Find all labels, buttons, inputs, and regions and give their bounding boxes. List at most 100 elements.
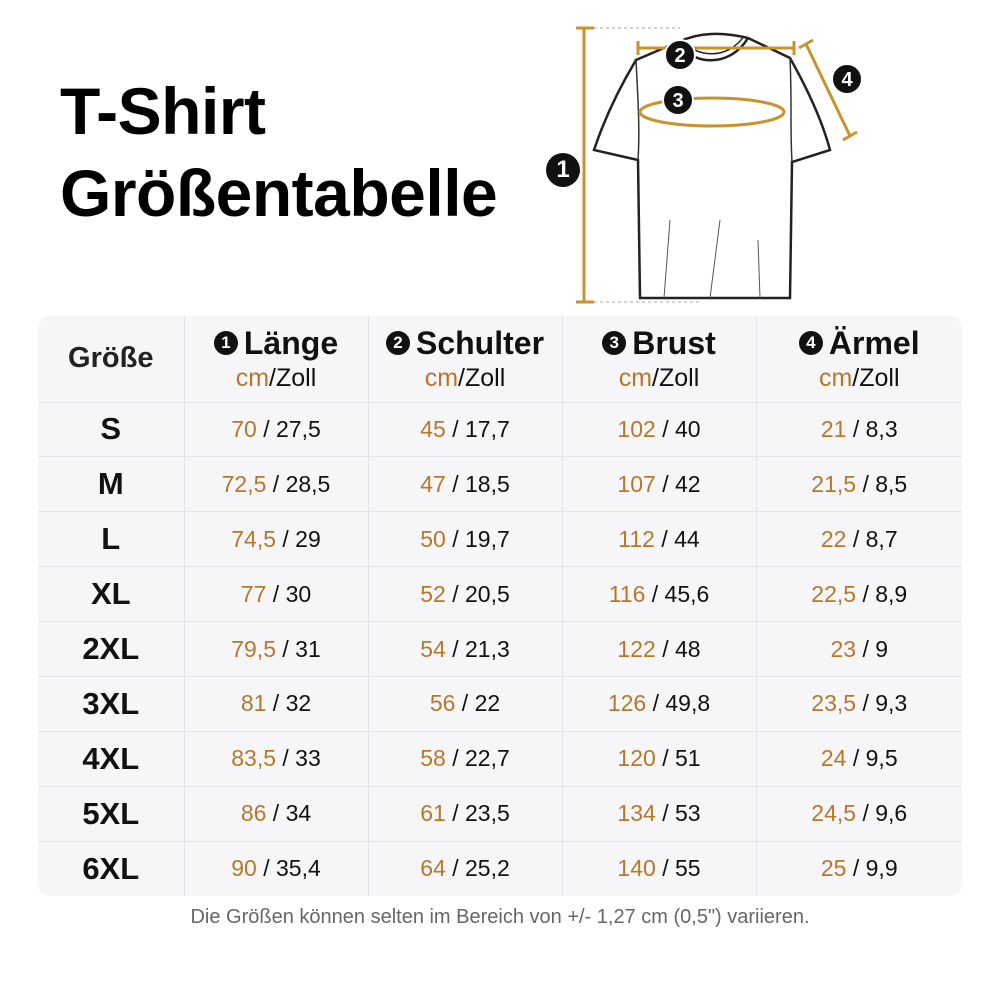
value-cm: 23	[830, 635, 857, 662]
value-zoll: 23,5	[465, 800, 510, 827]
value-zoll: 8,9	[875, 580, 908, 607]
value-zoll: 22,7	[465, 745, 510, 772]
value-cm: 126	[607, 690, 647, 717]
value-separator: /	[652, 690, 659, 717]
value-separator: /	[452, 525, 459, 552]
sleeve-number-icon: 4	[798, 331, 823, 356]
value-cm: 52	[420, 580, 446, 607]
value-cm: 112	[618, 525, 655, 552]
value-cm: 116	[608, 580, 646, 607]
measure-cell: 70 / 27,5	[183, 401, 369, 458]
value-separator: /	[852, 855, 860, 882]
value-zoll: 8,3	[865, 415, 898, 442]
header-length: 1 Länge cm/Zoll	[183, 316, 369, 403]
measure-cell: 45 / 17,7	[367, 401, 563, 458]
measure-cell: 64 / 25,2	[367, 840, 563, 896]
value-cm: 70	[231, 415, 257, 442]
marker-2-icon: 2	[664, 39, 696, 71]
value-zoll: 19,7	[465, 525, 510, 552]
value-cm: 25	[820, 855, 847, 882]
value-zoll: 18,5	[465, 470, 510, 497]
measure-cell: 116 / 45,6	[561, 566, 757, 623]
value-separator: /	[662, 745, 669, 772]
value-zoll: 35,4	[276, 855, 321, 882]
value-cm: 21	[820, 415, 847, 442]
value-zoll: 8,7	[865, 525, 898, 552]
unit-cm: cm	[235, 363, 270, 392]
size-cell: 3XL	[38, 675, 185, 732]
measure-cell: 61 / 23,5	[367, 785, 563, 842]
value-separator: /	[282, 525, 289, 552]
measure-cell: 86 / 34	[183, 785, 369, 842]
value-separator: /	[862, 580, 869, 607]
value-zoll: 34	[285, 800, 312, 827]
size-table-container: Größe 1 Länge cm/Zoll 2 Schulter cm/Zoll 3…	[38, 316, 962, 896]
measure-cell: 25 / 9,9	[755, 840, 962, 896]
value-zoll: 25,2	[465, 855, 510, 882]
value-cm: 107	[617, 470, 656, 497]
unit-cm: cm	[818, 363, 853, 392]
marker-3-label: 3	[672, 90, 683, 112]
measure-cell: 54 / 21,3	[367, 621, 563, 677]
page-title: T-Shirt Größentabelle	[60, 70, 498, 234]
value-separator: /	[662, 470, 669, 497]
value-zoll: 44	[674, 525, 700, 552]
value-separator: /	[452, 855, 459, 882]
value-cm: 140	[617, 855, 656, 882]
value-cm: 24,5	[811, 800, 857, 827]
value-cm: 56	[429, 690, 456, 717]
header-length-label: Länge	[243, 324, 339, 361]
value-cm: 102	[617, 415, 656, 442]
value-zoll: 31	[295, 635, 321, 662]
value-separator: /	[452, 415, 459, 442]
value-cm: 47	[420, 470, 446, 497]
measure-cell: 22 / 8,7	[755, 511, 962, 568]
tshirt-outline	[592, 32, 832, 300]
marker-4-label: 4	[841, 69, 853, 91]
value-zoll: 30	[285, 580, 312, 607]
unit-sep: /	[852, 363, 860, 392]
unit-cm: cm	[424, 363, 459, 392]
unit-zoll: Zoll	[658, 363, 700, 392]
value-separator: /	[662, 855, 669, 882]
value-separator: /	[452, 470, 459, 497]
size-tolerance-note: Die Größen können selten im Bereich von …	[190, 906, 810, 928]
value-zoll: 51	[674, 745, 701, 772]
measure-cell: 72,5 / 28,5	[183, 456, 369, 513]
measure-cell: 23,5 / 9,3	[755, 675, 962, 732]
measure-cell: 122 / 48	[561, 621, 757, 677]
value-separator: /	[452, 635, 459, 662]
measure-cell: 24,5 / 9,6	[755, 785, 962, 842]
value-separator: /	[282, 635, 289, 662]
length-marker-badge: 1	[546, 153, 580, 187]
value-separator: /	[263, 855, 270, 882]
unit-sep: /	[458, 363, 465, 392]
value-cm: 83,5	[231, 745, 276, 772]
value-zoll: 33	[295, 745, 321, 772]
value-zoll: 29	[295, 525, 321, 552]
value-separator: /	[272, 580, 280, 607]
value-zoll: 9,3	[875, 690, 908, 717]
value-zoll: 20,5	[465, 580, 510, 607]
header-sleeve: 4 Ärmel cm/Zoll	[755, 316, 962, 403]
value-zoll: 22	[474, 690, 501, 717]
value-zoll: 28,5	[285, 470, 331, 497]
title-line-2: Größentabelle	[60, 156, 498, 230]
table-body: S 70 / 27,5 45 / 17,7 102 / 40 21 / 8,3 M 72,5…	[38, 401, 962, 896]
value-separator: /	[662, 415, 669, 442]
value-zoll: 40	[674, 415, 701, 442]
unit-zoll: Zoll	[275, 363, 317, 392]
unit-zoll: Zoll	[464, 363, 506, 392]
size-cell: 6XL	[38, 840, 185, 896]
size-cell: M	[38, 456, 185, 513]
shoulder-number-icon: 2	[385, 331, 410, 356]
size-column-header: Größe	[38, 316, 185, 403]
size-cell: S	[38, 401, 185, 458]
value-zoll: 53	[674, 800, 701, 827]
value-zoll: 17,7	[465, 415, 510, 442]
value-zoll: 9,6	[875, 800, 908, 827]
value-zoll: 8,5	[875, 470, 908, 497]
value-cm: 77	[240, 580, 267, 607]
value-cm: 122	[617, 635, 656, 662]
value-cm: 54	[420, 635, 446, 662]
